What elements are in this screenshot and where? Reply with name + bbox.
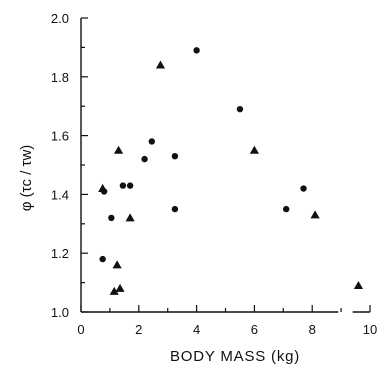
axes [80,18,370,313]
circle-point [171,205,179,213]
triangle-point [125,213,135,222]
y-tick-label: 1.6 [51,129,69,144]
ticks: 1.0 1.2 1.4 1.6 1.8 2.0 0 2 4 6 8 10 [51,11,377,337]
x-tick-label: 10 [363,322,377,337]
circle-point [108,214,115,222]
circle-point [99,255,106,263]
circle-point [141,155,148,163]
x-axis-label: BODY MASS (kg) [170,348,300,365]
triangle-point [155,60,166,69]
x-tick-label: 8 [309,322,316,337]
circle-point [193,47,200,54]
y-tick-label: 2.0 [51,11,69,26]
triangle-point [112,260,122,269]
circle-point [236,105,244,113]
x-tick-label: 2 [135,322,142,337]
circle-point [300,185,307,192]
circle-point [119,182,127,189]
circle-point [148,138,156,145]
x-tick-label: 4 [193,322,200,337]
x-tick-label: 0 [77,322,84,337]
y-tick-label: 1.0 [51,305,69,320]
triangle-point [98,183,108,192]
triangle-point [310,210,320,219]
triangle-point [353,280,364,289]
y-tick-label: 1.4 [51,187,69,202]
circle-point [282,205,290,213]
triangle-point [249,145,259,154]
y-tick-label: 1.8 [51,70,69,85]
triangle-point [109,286,119,295]
triangle-point [115,283,125,292]
x-tick-label: 6 [251,322,258,337]
y-axis-label: φ (τc / τw) [18,145,35,212]
data-points [98,47,364,295]
circle-point [171,152,179,160]
circle-point [126,182,134,189]
y-tick-label: 1.2 [51,246,69,261]
triangle-point [113,145,124,154]
